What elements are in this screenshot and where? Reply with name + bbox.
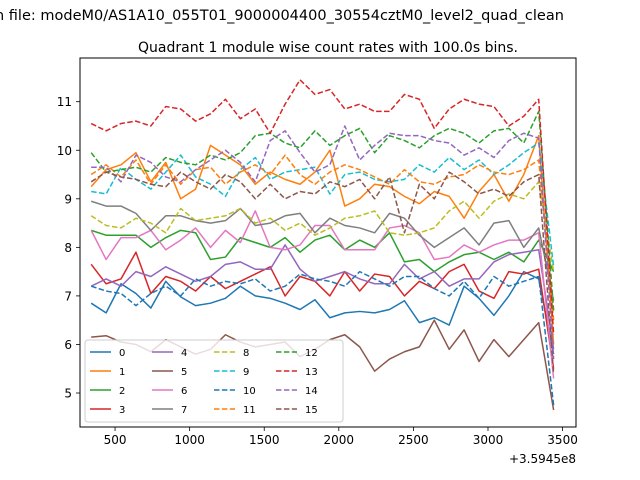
chart-title: Quadrant 1 module wise count rates with … bbox=[138, 40, 518, 56]
legend-label-1: 1 bbox=[119, 367, 125, 378]
y-tick-label: 11 bbox=[57, 95, 72, 109]
y-tick-label: 7 bbox=[64, 289, 72, 303]
legend-label-11: 11 bbox=[243, 405, 256, 416]
plot-frame bbox=[79, 57, 577, 428]
x-tick-label: 2500 bbox=[398, 433, 429, 447]
legend-label-2: 2 bbox=[119, 386, 125, 397]
y-tick-label: 10 bbox=[57, 144, 72, 158]
x-tick-label: 1500 bbox=[249, 433, 280, 447]
series-line-10 bbox=[90, 270, 555, 406]
legend-label-5: 5 bbox=[181, 367, 187, 378]
legend-label-3: 3 bbox=[119, 405, 125, 416]
series-line-7 bbox=[90, 200, 555, 301]
legend-label-12: 12 bbox=[305, 348, 318, 359]
series-line-3 bbox=[90, 251, 555, 369]
x-tick-label: 1000 bbox=[174, 433, 205, 447]
y-tick-label: 9 bbox=[64, 192, 72, 206]
series-line-1 bbox=[90, 134, 555, 345]
x-axis: 500 1000 1500 2000 2500 3000 3500 bbox=[104, 427, 578, 447]
legend-label-10: 10 bbox=[243, 386, 256, 397]
figure-suptitle: n file: modeM0/AS1A10_055T01_9000004400_… bbox=[0, 8, 564, 24]
series-line-14 bbox=[91, 125, 555, 360]
legend-label-4: 4 bbox=[181, 348, 187, 359]
series-line-12 bbox=[90, 110, 555, 311]
x-tick-label: 3500 bbox=[547, 433, 578, 447]
y-tick-label: 8 bbox=[64, 241, 72, 255]
x-tick-label: 2000 bbox=[324, 433, 355, 447]
x-offset-label: +3.5945e8 bbox=[509, 452, 576, 466]
legend-label-13: 13 bbox=[305, 367, 318, 378]
series-line-15 bbox=[90, 171, 555, 374]
y-tick-label: 5 bbox=[64, 387, 72, 401]
x-tick-label: 3000 bbox=[473, 433, 504, 447]
x-tick-label: 500 bbox=[104, 433, 127, 447]
y-tick-label: 6 bbox=[64, 338, 72, 352]
legend-label-7: 7 bbox=[181, 405, 187, 416]
legend-label-8: 8 bbox=[243, 348, 249, 359]
y-axis: 5 6 7 8 9 10 11 bbox=[57, 95, 80, 401]
series-line-4 bbox=[90, 244, 555, 350]
legend-label-0: 0 bbox=[119, 348, 125, 359]
legend-label-6: 6 bbox=[181, 386, 187, 397]
series-line-13 bbox=[90, 79, 555, 335]
legend-label-9: 9 bbox=[243, 367, 249, 378]
series-line-11 bbox=[90, 154, 555, 321]
series-line-8 bbox=[90, 181, 555, 272]
series-line-2 bbox=[90, 229, 555, 273]
series-line-9 bbox=[91, 142, 555, 267]
legend-label-14: 14 bbox=[305, 386, 318, 397]
legend-frame bbox=[84, 339, 344, 423]
legend-label-15: 15 bbox=[305, 405, 318, 416]
